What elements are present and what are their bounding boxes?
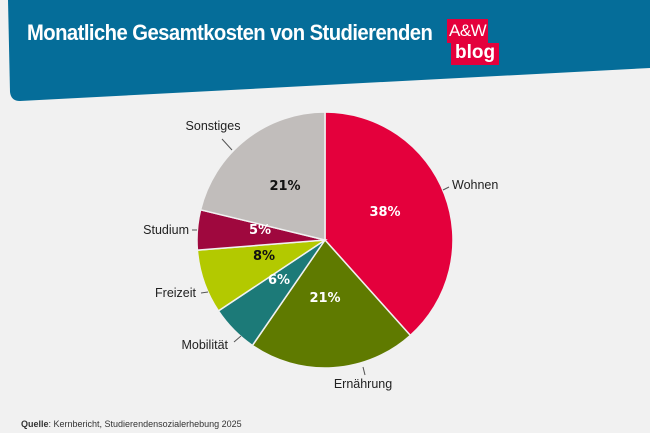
source-text: : Kernbericht, Studierendensozialerhebun… [48,419,242,429]
value-label-freizeit: 8% [253,249,275,264]
page-title: Monatliche Gesamtkosten von Studierenden [27,20,433,45]
leader-line-freizeit [200,291,209,294]
leader-line-wohnen [442,186,450,191]
leader-line-ernaehrung [362,366,366,376]
slice-wohnen [324,111,454,337]
slice-sonstiges [199,111,326,241]
leader-line-mobilitaet [233,335,242,343]
value-label-sonstiges: 21% [269,179,300,194]
category-label-sonstiges: Sonstiges [186,119,241,133]
leader-line-sonstiges [221,138,233,151]
category-label-mobilitaet: Mobilität [181,338,228,352]
source-label: Quelle [21,419,49,429]
value-label-mobilitaet: 6% [268,273,290,288]
category-label-freizeit: Freizeit [155,286,197,300]
value-label-ernaehrung: 21% [309,291,340,306]
value-label-studium: 5% [249,223,271,238]
logo-blog: blog [451,43,500,65]
category-label-studium: Studium [143,223,189,237]
category-label-wohnen: Wohnen [452,178,498,192]
logo-aw: A&W [447,19,489,43]
slice-ernaehrung [251,238,412,369]
header-banner [8,0,650,101]
value-label-wohnen: 38% [369,205,400,220]
category-label-ernaehrung: Ernährung [334,377,392,391]
source-note: Quelle: Kernbericht, Studierendensoziale… [21,419,242,429]
